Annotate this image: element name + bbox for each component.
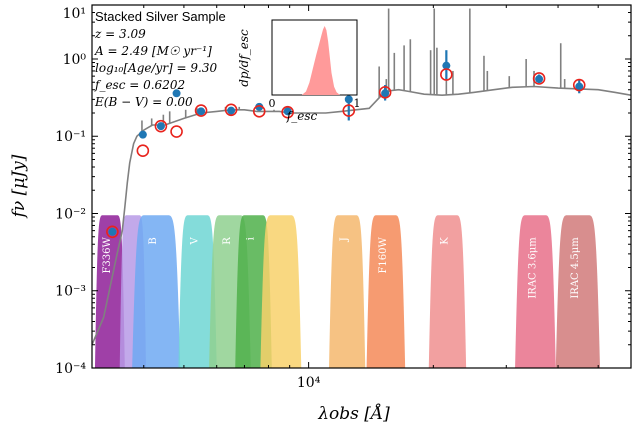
y-tick-label: 10⁰ [63,52,87,68]
filter-curve [329,215,366,368]
model-point [378,86,392,99]
observed-point [535,75,544,84]
observed-point [255,102,264,111]
observed-point [442,61,451,70]
filter-label: IRAC 4.5μm [570,237,581,299]
filter-label: i [246,237,257,240]
info-line-age: log₁₀[Age/yr] = 9.30 [95,61,218,75]
inset-x-label: f_esc [286,109,318,123]
y-tick-label: 10⁻² [55,206,86,222]
info-line-ebv: E(B − V) = 0.00 [94,95,193,109]
model-point [154,119,168,133]
y-tick-label: 10⁻³ [55,284,86,300]
model-point [532,72,546,85]
filter-curve [428,215,467,368]
plot-frame [91,4,632,369]
filter-label: F160W [378,237,389,274]
model-point [224,103,238,117]
fesc-inset: 0 1 f_esc dp/df_esc [237,19,361,123]
observed-point [283,107,292,116]
filter-label: F336W [102,237,113,274]
filter-label: K [439,237,450,245]
model-point [252,105,266,118]
model-point [106,225,119,239]
filter-curve [260,215,302,368]
model-point [342,104,356,117]
axes: 10⁻⁴ 10⁻³ 10⁻² 10⁻¹ 10⁰ 10¹ 10⁴ [55,4,632,391]
model-point [136,144,150,157]
filter-label: J [339,237,350,242]
x-axis-title: λobs [Å] [317,403,390,424]
y-tick-label: 10⁻¹ [55,129,86,145]
y-tick-label: 10⁻⁴ [55,361,86,377]
inset-y-label: dp/df_esc [237,29,251,87]
info-heading: Stacked Silver Sample [95,9,226,24]
model-point [440,68,453,81]
observed-point [156,122,165,131]
observed-point [138,130,147,139]
observed-point [381,89,390,98]
filter-curve [555,215,600,368]
model-point [572,78,586,92]
info-box: Stacked Silver Sample z = 3.09 A = 2.49 … [94,9,226,109]
observed-point [227,106,236,115]
filter-label: B [148,237,159,244]
filter-curve [132,215,181,368]
fesc-pdf [301,26,340,95]
info-line-fesc: f_esc = 0.6202 [94,78,185,92]
inset-tick-label-0: 0 [269,97,276,110]
model-point [281,105,294,119]
filter-label: R [222,237,233,245]
model-point [170,125,183,138]
info-line-redshift: z = 3.09 [94,27,146,41]
filter-curve [515,215,556,368]
photometry-points [106,50,586,239]
x-tick-label: 10⁴ [297,375,321,391]
observed-point [344,95,353,104]
observed-point [575,82,584,91]
y-axis-title: fν [μJy] [9,154,29,219]
filter-curve [178,215,217,368]
observed-point [197,107,206,116]
info-line-amplitude: A = 2.49 [M☉ yr⁻¹] [94,44,212,58]
spectrum-line [92,85,631,346]
filter-curve [366,215,406,368]
filter-label: V [190,236,201,245]
filter-label: IRAC 3.6μm [527,237,538,299]
observed-point [172,89,181,98]
inset-tick-label-1: 1 [354,97,361,110]
observed-point [108,227,117,236]
model-point [194,104,208,117]
y-tick-label: 10¹ [63,6,86,22]
